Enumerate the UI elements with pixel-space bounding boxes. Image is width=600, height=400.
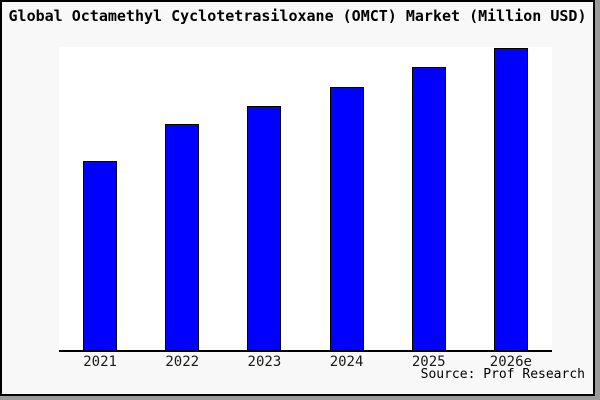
plot-area [59,47,552,352]
x-tick-label-2024: 2024 [329,354,364,370]
bar-2024 [329,87,364,350]
x-tick-label-2026e: 2026e [489,354,532,370]
x-tick-label-2023: 2023 [247,354,282,370]
x-axis-tick-labels: 2021 2022 2023 2024 2025 2026e [59,354,552,370]
bar-2023 [247,106,282,350]
bar-2025 [411,67,446,350]
bar-2022 [165,124,200,350]
chart-title: Global Octamethyl Cyclotetrasiloxane (OM… [8,7,587,25]
x-tick-label-2022: 2022 [165,354,200,370]
bar-2026e [493,48,528,350]
bar-2021 [83,161,118,350]
x-tick-label-2021: 2021 [83,354,117,370]
bars [59,47,552,350]
source-note: Source: Prof Research [420,367,585,382]
x-tick-label-2025: 2025 [411,354,446,370]
